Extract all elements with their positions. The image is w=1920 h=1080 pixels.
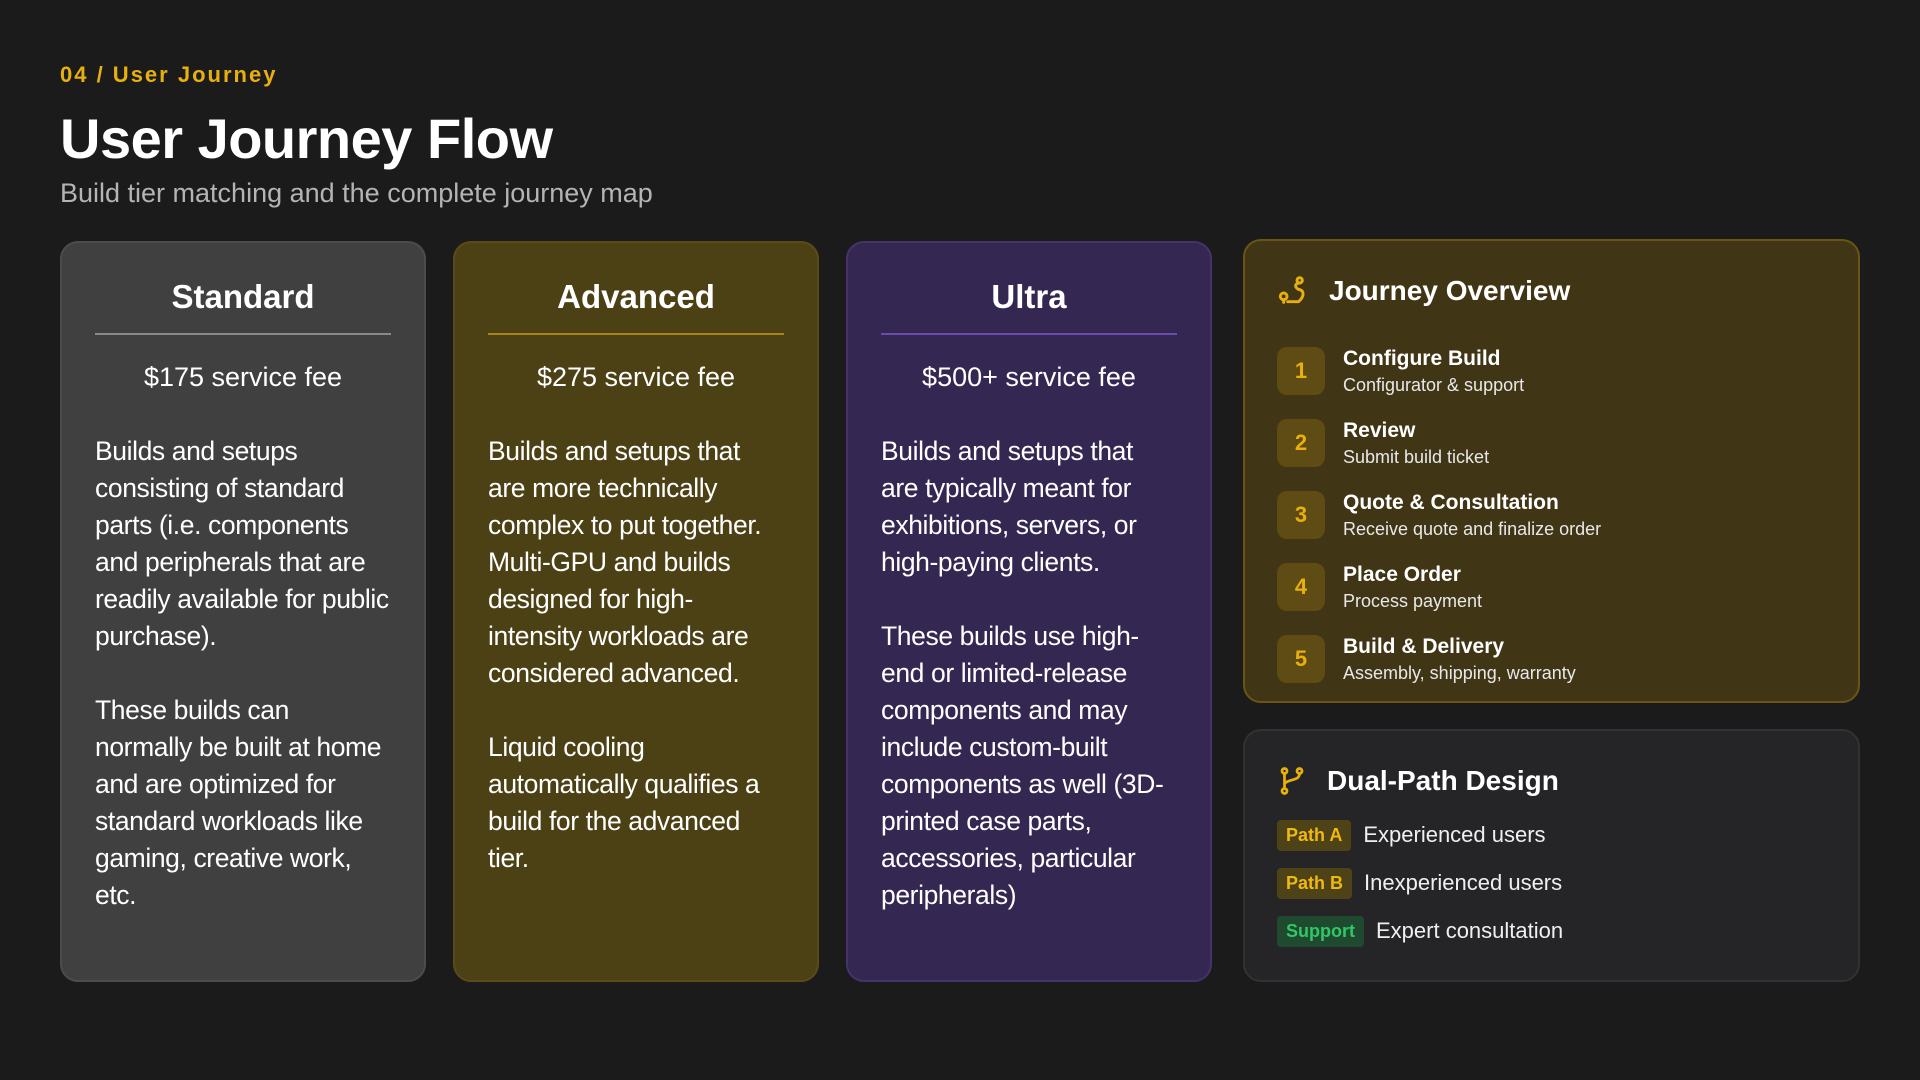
path-item: Path B Inexperienced users <box>1277 859 1826 907</box>
step-title: Review <box>1343 418 1416 442</box>
step-number: 1 <box>1277 347 1325 395</box>
tier-description: These builds use high-end or limited-rel… <box>881 621 1164 910</box>
section-eyebrow: 04 / User Journey <box>60 62 278 87</box>
divider <box>881 333 1177 335</box>
page-subtitle: Build tier matching and the complete jou… <box>60 178 653 208</box>
dual-path-panel: Dual-Path Design Path A Experienced users… <box>1243 729 1860 982</box>
tier-name: Ultra <box>991 278 1067 315</box>
panel-title: Journey Overview <box>1329 275 1571 306</box>
path-description: Experienced users <box>1363 822 1546 847</box>
step-number: 2 <box>1277 419 1325 467</box>
path-badge: Path B <box>1277 867 1353 899</box>
journey-step: 4 Place Order Process payment <box>1277 551 1826 623</box>
step-number: 4 <box>1277 563 1325 611</box>
tier-description: These builds can normally be built at ho… <box>95 695 382 910</box>
step-title: Place Order <box>1343 562 1461 586</box>
step-title: Quote & Consultation <box>1343 490 1559 514</box>
divider <box>95 333 391 335</box>
tier-description: Builds and setups that are more technica… <box>488 436 762 688</box>
step-description: Receive quote and finalize order <box>1343 518 1602 539</box>
tier-description: Builds and setups that are typically mea… <box>881 436 1137 577</box>
step-description: Configurator & support <box>1343 374 1525 395</box>
tier-card-advanced: Advanced $275 service fee Builds and set… <box>453 241 819 982</box>
journey-step: 5 Build & Delivery Assembly, shipping, war… <box>1277 623 1826 695</box>
tier-price: $500+ service fee <box>922 362 1136 392</box>
journey-step: 1 Configure Build Configurator & support <box>1277 335 1826 407</box>
route-icon <box>1278 276 1305 304</box>
path-description: Expert consultation <box>1376 918 1564 943</box>
step-title: Configure Build <box>1343 346 1501 370</box>
journey-step: 3 Quote & Consultation Receive quote and f… <box>1277 479 1826 551</box>
tier-description: Builds and setups consisting of standard… <box>95 436 389 651</box>
page-title: User Journey Flow <box>60 107 553 170</box>
tier-name: Advanced <box>557 278 715 315</box>
path-item: Path A Experienced users <box>1277 811 1826 859</box>
path-description: Inexperienced users <box>1364 870 1563 895</box>
panel-title: Dual-Path Design <box>1327 765 1559 796</box>
tier-card-standard: Standard $175 service fee Builds and set… <box>60 241 426 982</box>
journey-overview-panel: Journey Overview 1 Configure Build Configu… <box>1243 239 1860 703</box>
journey-step: 2 Review Submit build ticket <box>1277 407 1826 479</box>
step-description: Process payment <box>1343 590 1483 611</box>
tier-price: $175 service fee <box>143 362 343 392</box>
step-number: 3 <box>1277 491 1325 539</box>
tier-card-ultra: Ultra $500+ service fee Builds and setup… <box>846 241 1212 982</box>
step-description: Assembly, shipping, warranty <box>1343 662 1576 683</box>
path-badge: Path A <box>1277 819 1352 851</box>
tier-description: Liquid cooling automatically qualifies a… <box>488 732 760 873</box>
step-title: Build & Delivery <box>1343 634 1505 658</box>
step-description: Submit build ticket <box>1343 446 1490 467</box>
git-branch-icon <box>1280 767 1304 795</box>
tier-name: Standard <box>171 278 315 315</box>
step-number: 5 <box>1277 635 1325 683</box>
path-item: Support Expert consultation <box>1277 907 1826 955</box>
divider <box>488 333 784 335</box>
tier-price: $275 service fee <box>536 362 736 392</box>
path-badge: Support <box>1277 915 1364 947</box>
